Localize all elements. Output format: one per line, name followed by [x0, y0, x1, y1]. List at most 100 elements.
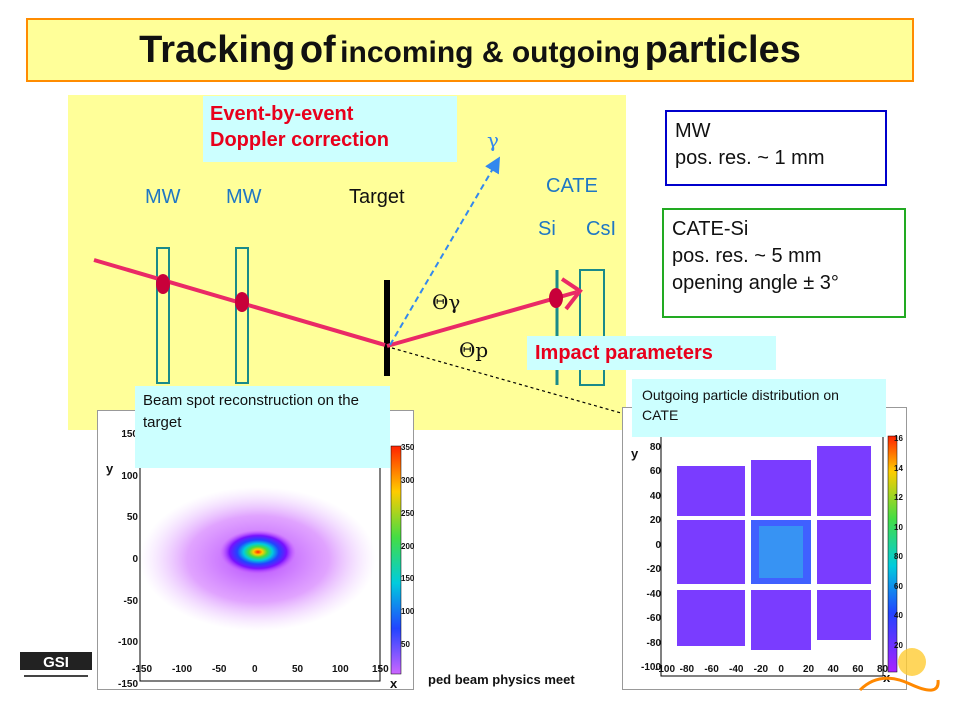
gsi-logo: GSI [18, 646, 94, 684]
beam-yticks: 150 100 50 0 -50 -100 -150 [112, 429, 138, 690]
impact-callout: Impact parameters [527, 336, 776, 370]
cate-x-tick: -40 [729, 664, 744, 675]
cate-x-tick: 40 [827, 664, 839, 675]
beam-xticks: -150 -100 -50 0 50 100 150 [132, 664, 389, 676]
gamma-label: γ [487, 128, 499, 152]
beam-x-tick: -100 [172, 664, 193, 675]
cate-x-tick: -100 [655, 664, 676, 675]
cate-y-tick: -40 [646, 588, 661, 600]
mw-detector-2 [235, 247, 249, 384]
beam-x-tick: -50 [212, 664, 227, 675]
beam-y-tick: 150 [121, 429, 138, 440]
cate-x-tick: -80 [679, 664, 695, 675]
beam-scale-tick: 50 [401, 640, 410, 650]
cate-center-hotspot [759, 526, 803, 578]
mw-info-line-2: pos. res. ~ 1 mm [675, 147, 825, 169]
beam-y-tick: 50 [126, 512, 138, 524]
title-words-middle: incoming & outgoing [340, 35, 641, 69]
mw-info-line-1: MW [675, 120, 711, 142]
cate-y-tick: -100 [640, 662, 661, 673]
mw2-label: MW [226, 186, 262, 208]
title-word-of: of [299, 28, 336, 71]
beam-x-tick: 0 [252, 664, 258, 675]
doppler-callout: Event-by-event Doppler correction [203, 96, 457, 162]
page-title: Tracking of incoming & outgoing particle… [139, 29, 801, 72]
cate-y-tick: 80 [649, 442, 661, 453]
cate-y-tick: 20 [649, 515, 661, 527]
cate-csi-detector [579, 269, 605, 386]
cate-scale-tick: 20 [894, 640, 903, 650]
cate-note: Outgoing particle distribution on CATE [632, 379, 886, 437]
cate-x-tick: 0 [778, 664, 784, 675]
doppler-line-1: Event-by-event [210, 103, 354, 125]
mw-detector-1 [156, 247, 170, 384]
beam-y-label: y [106, 461, 114, 476]
rising-logo [850, 640, 940, 700]
cate-y-tick: 40 [649, 490, 661, 502]
cate-yticks: 80 60 40 20 0 -20 -40 -60 -80 -100 [637, 442, 661, 673]
beam-scale: 350 300 250 200 150 100 50 [401, 443, 415, 673]
beam-scale-tick: 350 [401, 443, 415, 452]
cate-colorbar [887, 435, 898, 673]
cate-y-tick: 0 [655, 539, 661, 551]
cate-info-line-2: pos. res. ~ 5 mm [672, 245, 822, 267]
cate-info-box: CATE-Si pos. res. ~ 5 mm opening angle ±… [662, 208, 906, 318]
cate-y-tick: -20 [646, 564, 661, 576]
target-label: Target [349, 186, 405, 208]
beam-x-tick: -150 [132, 664, 153, 675]
cate-scale-tick: 14 [894, 463, 903, 473]
beam-scale-tick: 100 [401, 607, 415, 617]
outgoing-particle [386, 290, 578, 348]
cate-x-tick: -60 [704, 664, 719, 675]
beam-scale-tick: 200 [401, 541, 415, 551]
beam-y-tick: 0 [132, 554, 138, 565]
si-hit [549, 288, 563, 308]
theta-gamma-label: Θγ [432, 290, 461, 314]
cate-scale-tick: 60 [894, 581, 903, 591]
cate-y-tick: -80 [646, 637, 661, 649]
mw1-hit [156, 274, 170, 294]
si-label: Si [538, 218, 556, 240]
cate-scale: 16 14 12 10 80 60 40 20 [894, 434, 908, 670]
beam-scale-tick: 250 [401, 508, 415, 518]
cate-xticks: -100 -80 -60 -40 -20 0 20 40 60 80 [655, 664, 889, 676]
beam-x-label: x [390, 676, 398, 691]
theta-p-label: Θp [459, 338, 489, 362]
svg-text:GSI: GSI [43, 654, 69, 671]
title-word-tracking: Tracking [139, 28, 296, 71]
outgoing-arrowhead [560, 277, 583, 311]
cate-scale-tick: 16 [894, 434, 903, 443]
cate-x-tick: 60 [852, 664, 864, 675]
cate-scale-tick: 40 [894, 611, 903, 620]
cate-info-line-3: opening angle ± 3° [672, 272, 839, 294]
mw-info-box: MW pos. res. ~ 1 mm [665, 110, 887, 186]
title-box: Tracking of incoming & outgoing particle… [26, 18, 914, 82]
beam-y-tick: -50 [123, 595, 138, 607]
doppler-line-2: Doppler correction [210, 129, 389, 151]
beam-y-tick: -100 [117, 637, 138, 649]
cate-y-label: y [631, 446, 639, 461]
footer-text: ped beam physics meet [428, 672, 575, 687]
cate-scale-tick: 12 [894, 493, 903, 502]
cate-x-tick: -20 [753, 664, 769, 675]
beam-y-tick: -150 [117, 679, 138, 690]
beam-spot-canvas [139, 430, 402, 682]
beam-y-tick: 100 [121, 470, 138, 482]
beam-scale-tick: 300 [401, 475, 415, 485]
beam-scale-tick: 150 [401, 574, 415, 584]
csi-label: CsI [586, 218, 616, 240]
cate-canvas [660, 429, 898, 677]
beam-x-tick: 50 [292, 664, 304, 675]
cate-scale-tick: 10 [894, 522, 903, 532]
cate-x-tick: 20 [803, 664, 815, 675]
beam-axis-line [391, 347, 629, 416]
cate-info-line-1: CATE-Si [672, 218, 749, 240]
cate-distribution-plot: y x 80 60 40 20 0 -20 -40 -60 -80 -100 -100 -80 -60… [622, 407, 907, 690]
beam-note: Beam spot reconstruction on the target [135, 386, 390, 468]
beam-colorbar [390, 445, 402, 675]
cate-scale-tick: 80 [894, 552, 903, 561]
beam-x-tick: 150 [372, 664, 389, 675]
cate-x-tick: 80 [877, 664, 889, 675]
cate-label: CATE [546, 175, 598, 197]
